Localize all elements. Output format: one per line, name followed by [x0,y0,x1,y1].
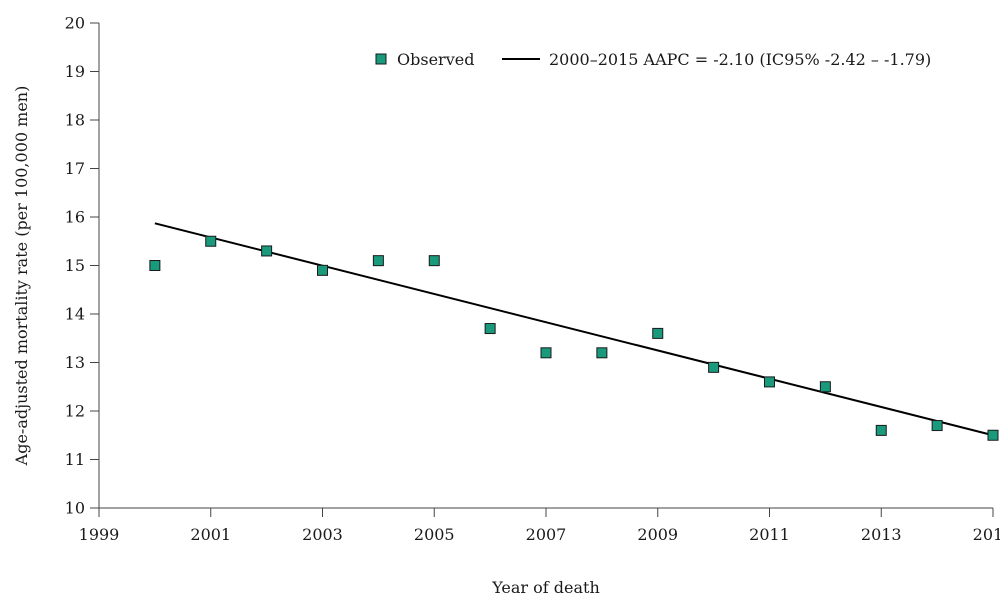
observed-point [261,245,273,257]
observed-point [819,381,831,393]
axes: 10 11 12 13 14 15 16 17 18 19 20 1999 2001 2003 2005 20… [65,14,1000,545]
observed-point [205,235,217,247]
x-tick-label: 2001 [190,525,231,544]
x-axis-title: Year of death [491,578,600,597]
observed-point [428,255,440,267]
observed-point [764,376,775,388]
y-tick-label: 20 [65,14,85,33]
observed-point [540,347,552,359]
legend-observed-label: Observed [397,50,474,69]
legend: Observed 2000–2015 AAPC = -2.10 (IC95% -2… [375,50,931,69]
observed-point [149,260,161,271]
x-tick-label: 2013 [861,525,902,544]
trend-line-layer [154,222,994,437]
legend-observed-marker [375,53,387,65]
trend-line [154,222,994,437]
y-tick-label: 12 [65,402,85,421]
x-tick-label: 2005 [414,525,455,544]
observed-point [987,429,999,441]
y-tick-label: 11 [65,450,85,469]
x-tick-label: 1999 [79,525,120,544]
y-tick-label: 14 [65,305,85,324]
y-tick-label: 16 [65,208,85,227]
x-tick-label: 2003 [302,525,343,544]
observed-point [708,361,720,373]
observed-point [931,420,943,432]
observed-point [596,347,608,359]
observed-point [372,255,384,267]
observed-point [484,323,496,335]
observed-point [317,264,328,276]
y-tick-label: 13 [65,353,85,372]
x-tick-label: 2009 [637,525,678,544]
y-axis-title: Age-adjusted mortality rate (per 100,000… [12,86,31,467]
observed-point [875,424,887,436]
y-tick-label: 15 [65,256,85,275]
observed-point [652,327,664,339]
x-tick-label: 2007 [526,525,567,544]
y-tick-label: 19 [65,62,85,81]
y-tick-label: 18 [65,111,85,130]
y-tick-label: 10 [65,499,85,518]
observed-points-layer [149,235,999,441]
x-tick-label: 2015 [973,525,1000,544]
x-tick-label: 2011 [749,525,790,544]
y-tick-label: 17 [65,159,85,178]
legend-trend-label: 2000–2015 AAPC = -2.10 (IC95% -2.42 – -1… [549,50,931,69]
